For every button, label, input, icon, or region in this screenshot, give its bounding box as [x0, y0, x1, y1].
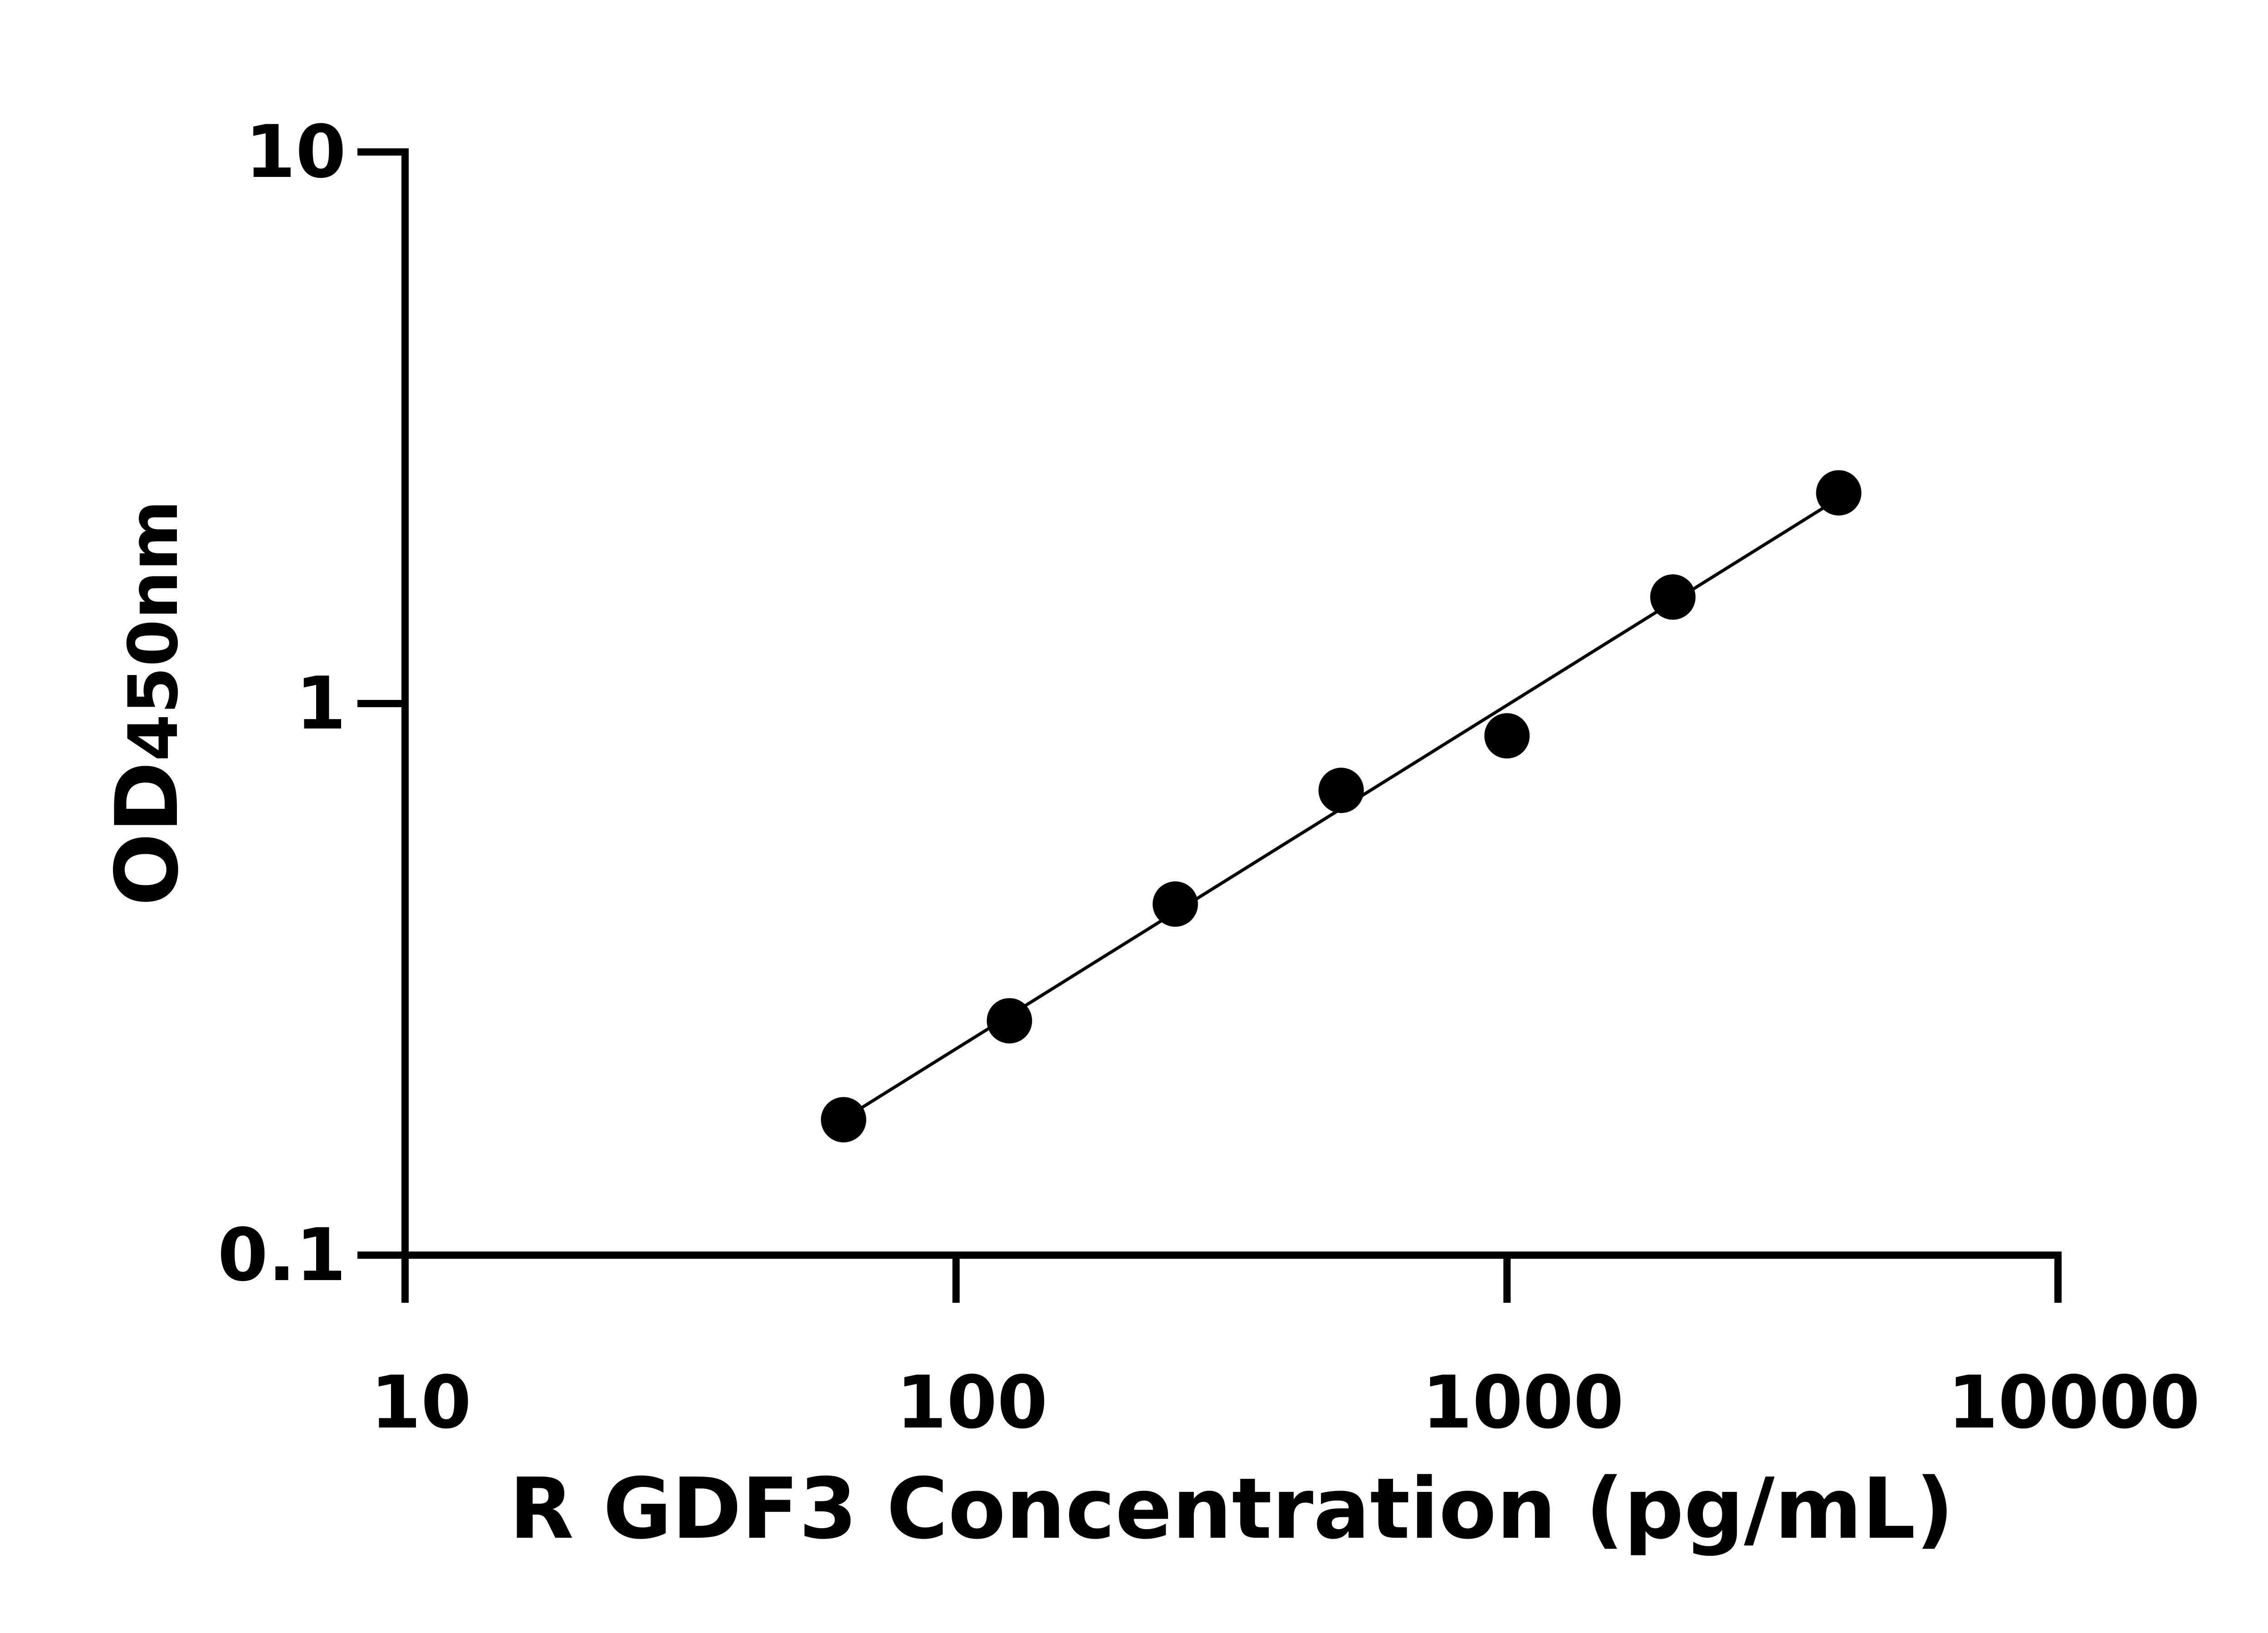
x-tick-label: 1000 — [1422, 1360, 1624, 1445]
data-point — [1650, 574, 1696, 620]
y-tick-label: 0.1 — [218, 1213, 346, 1297]
y-tick-label: 10 — [245, 109, 346, 194]
data-point — [1484, 713, 1530, 759]
data-point — [821, 1097, 866, 1143]
data-point — [1153, 881, 1198, 927]
y-axis-label-main: OD — [97, 761, 197, 906]
y-axis-label-sub: 450nm — [114, 500, 193, 761]
y-axis-label: OD450nm — [97, 500, 197, 906]
data-point — [1816, 470, 1862, 516]
axes — [357, 148, 2062, 1303]
x-tick-label: 100 — [896, 1360, 1048, 1445]
x-axis-label: R GDF3 Concentration (pg/mL) — [509, 1460, 1954, 1558]
x-tick-label: 10000 — [1948, 1360, 2200, 1445]
y-tick-labels: 0.1 1 10 — [218, 109, 346, 1297]
x-tick-labels: 10 100 1000 10000 — [371, 1360, 2200, 1445]
y-tick-label: 1 — [296, 661, 346, 746]
data-point — [987, 998, 1032, 1044]
data-points — [821, 470, 1862, 1143]
x-tick-label: 10 — [371, 1360, 472, 1445]
data-point — [1318, 768, 1364, 813]
